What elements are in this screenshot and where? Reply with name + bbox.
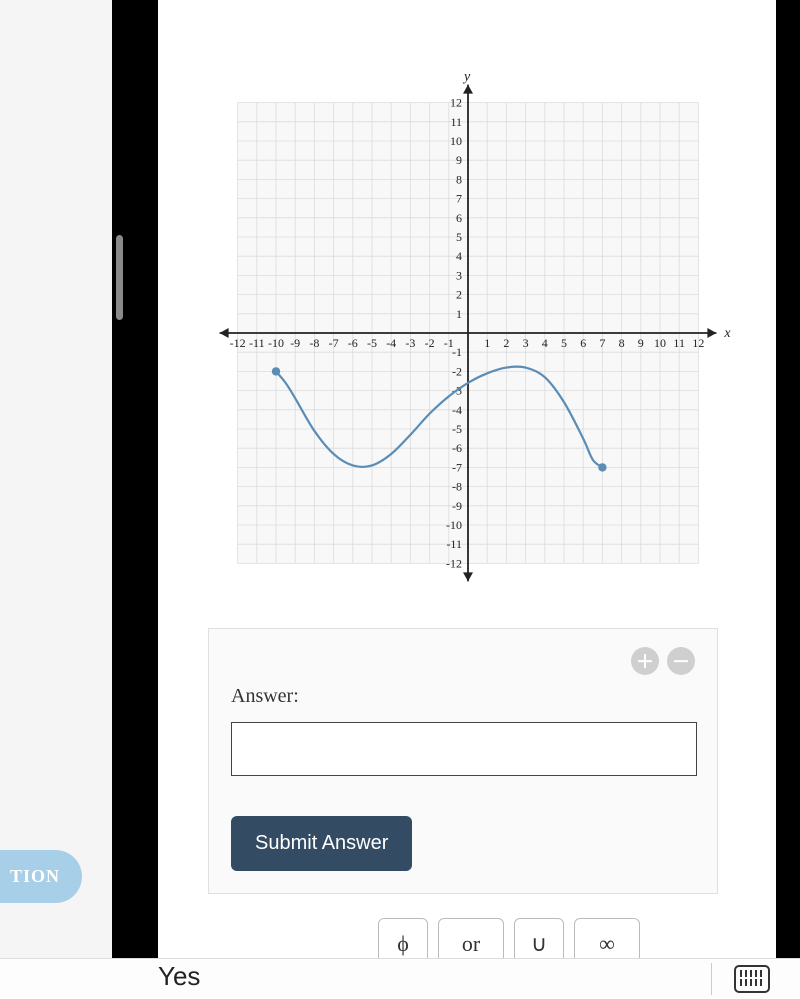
answer-input[interactable] [231,722,697,776]
svg-text:10: 10 [450,134,462,148]
svg-text:-12: -12 [446,556,462,570]
answer-card: ＋ － Answer: Submit Answer [208,628,718,894]
svg-text:-2: -2 [425,336,435,350]
svg-text:-9: -9 [290,336,300,350]
svg-text:-6: -6 [452,441,462,455]
floating-pill-button[interactable]: TION [0,850,82,903]
svg-text:4: 4 [456,249,462,263]
minus-icon: － [672,648,690,674]
svg-text:7: 7 [599,336,605,350]
svg-text:10: 10 [654,336,666,350]
svg-text:12: 12 [450,96,462,110]
svg-text:-5: -5 [452,422,462,436]
svg-text:5: 5 [561,336,567,350]
svg-text:-1: -1 [452,345,462,359]
keyboard-icon[interactable] [734,965,770,993]
svg-text:6: 6 [580,336,586,350]
svg-text:-11: -11 [249,336,265,350]
svg-text:-12: -12 [230,336,246,350]
svg-text:1: 1 [484,336,490,350]
svg-text:9: 9 [456,153,462,167]
left-sidebar [0,0,112,958]
coordinate-graph: -12-11-10-9-8-7-6-5-4-3-2-11234567891011… [208,55,734,585]
svg-text:-6: -6 [348,336,358,350]
svg-text:5: 5 [456,230,462,244]
svg-text:-10: -10 [268,336,284,350]
svg-text:8: 8 [619,336,625,350]
svg-text:-8: -8 [452,480,462,494]
svg-text:x: x [723,326,731,341]
svg-text:2: 2 [503,336,509,350]
zoom-out-button[interactable]: － [667,647,695,675]
svg-text:9: 9 [638,336,644,350]
svg-text:4: 4 [542,336,548,350]
bottom-divider [711,963,712,995]
svg-text:-3: -3 [405,336,415,350]
submit-button[interactable]: Submit Answer [231,816,412,871]
svg-text:1: 1 [456,307,462,321]
svg-text:8: 8 [456,172,462,186]
svg-text:-4: -4 [386,336,396,350]
svg-text:-5: -5 [367,336,377,350]
svg-text:3: 3 [523,336,529,350]
svg-text:2: 2 [456,288,462,302]
svg-text:-9: -9 [452,499,462,513]
zoom-in-button[interactable]: ＋ [631,647,659,675]
card-controls: ＋ － [231,647,695,675]
svg-text:-4: -4 [452,403,462,417]
pill-label: TION [10,866,60,886]
svg-text:-2: -2 [452,364,462,378]
svg-text:-7: -7 [329,336,339,350]
svg-text:11: 11 [673,336,685,350]
svg-text:3: 3 [456,268,462,282]
scroll-indicator[interactable] [116,235,123,320]
svg-text:12: 12 [692,336,704,350]
svg-text:-8: -8 [309,336,319,350]
plus-icon: ＋ [636,648,654,674]
svg-text:y: y [462,70,471,85]
svg-text:-11: -11 [446,537,462,551]
svg-text:11: 11 [450,115,462,129]
svg-text:-10: -10 [446,518,462,532]
svg-text:-7: -7 [452,460,462,474]
svg-text:6: 6 [456,211,462,225]
svg-text:7: 7 [456,192,462,206]
bottom-bar: Yes [0,958,800,999]
answer-label: Answer: [231,685,695,708]
bottom-text: Yes [158,961,200,992]
